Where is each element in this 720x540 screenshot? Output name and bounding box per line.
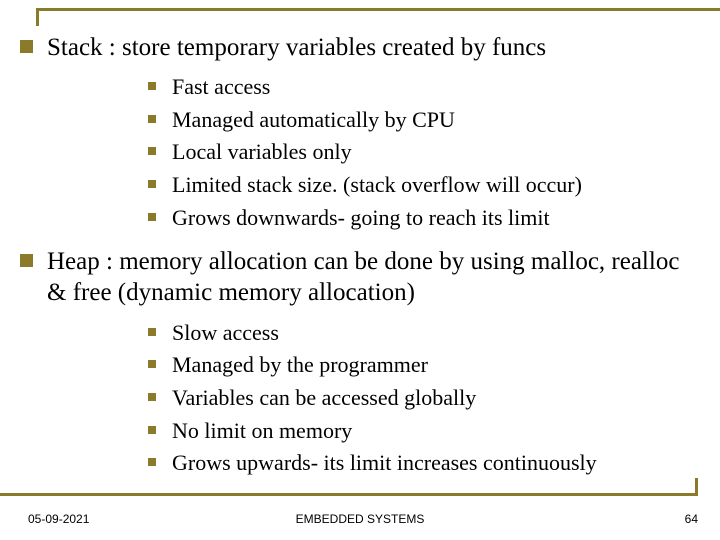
sub-bullet-text: Fast access [172,73,270,102]
square-bullet-icon [148,328,156,336]
square-bullet-icon [148,360,156,368]
sub-bullet: Local variables only [148,138,700,167]
bullet-text: Stack : store temporary variables create… [47,32,546,63]
sub-bullet: Managed automatically by CPU [148,106,700,135]
bullet-stack: Stack : store temporary variables create… [20,32,700,63]
square-bullet-icon [148,458,156,466]
square-bullet-icon [20,40,33,53]
square-bullet-icon [148,147,156,155]
sub-bullet: Grows downwards- going to reach its limi… [148,204,700,233]
sub-bullet-text: Variables can be accessed globally [172,384,476,413]
square-bullet-icon [148,213,156,221]
sub-bullet: Limited stack size. (stack overflow will… [148,171,700,200]
square-bullet-icon [148,180,156,188]
sub-bullet-text: No limit on memory [172,417,352,446]
sub-bullet-text: Managed automatically by CPU [172,106,455,135]
bottom-border [0,493,698,496]
top-border [36,8,720,11]
sub-bullet-text: Local variables only [172,138,352,167]
square-bullet-icon [148,426,156,434]
sub-bullet-text: Grows upwards- its limit increases conti… [172,449,597,478]
stack-sublist: Fast access Managed automatically by CPU… [148,73,700,232]
square-bullet-icon [20,254,33,267]
footer: 05-09-2021 EMBEDDED SYSTEMS 64 [0,512,720,526]
heap-sublist: Slow access Managed by the programmer Va… [148,319,700,478]
bullet-text: Heap : memory allocation can be done by … [47,246,700,309]
sub-bullet-text: Slow access [172,319,279,348]
square-bullet-icon [148,115,156,123]
sub-bullet: Variables can be accessed globally [148,384,700,413]
sub-bullet: Managed by the programmer [148,351,700,380]
sub-bullet-text: Limited stack size. (stack overflow will… [172,171,582,200]
sub-bullet: Grows upwards- its limit increases conti… [148,449,700,478]
bottom-border-corner [695,478,698,496]
square-bullet-icon [148,82,156,90]
sub-bullet: No limit on memory [148,417,700,446]
bullet-heap: Heap : memory allocation can be done by … [20,246,700,309]
slide: Stack : store temporary variables create… [0,0,720,540]
top-border-corner [36,8,39,26]
sub-bullet-text: Managed by the programmer [172,351,428,380]
square-bullet-icon [148,393,156,401]
footer-title: EMBEDDED SYSTEMS [0,512,720,526]
sub-bullet: Slow access [148,319,700,348]
sub-bullet-text: Grows downwards- going to reach its limi… [172,204,550,233]
sub-bullet: Fast access [148,73,700,102]
